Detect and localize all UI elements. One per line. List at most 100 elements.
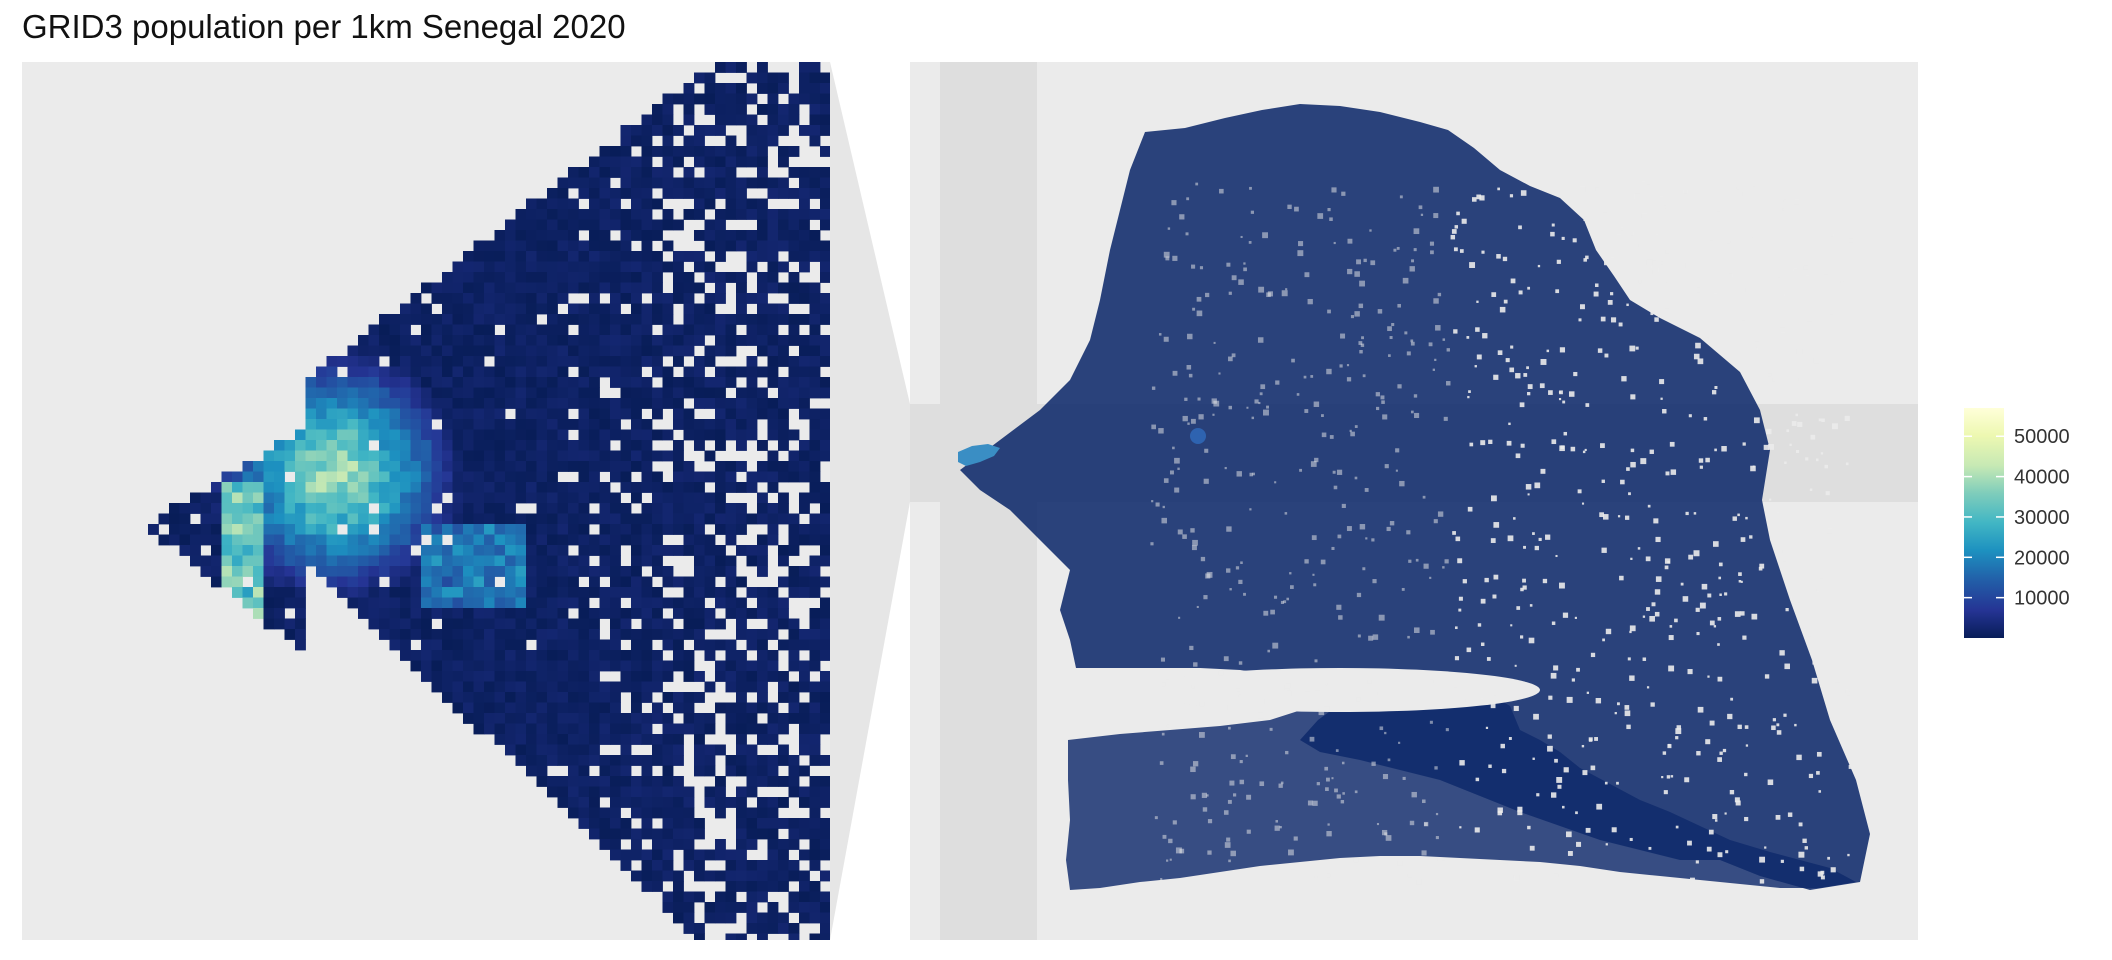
- population-cell: [715, 146, 726, 157]
- speckle-gap: [1444, 559, 1449, 564]
- population-cell: [326, 482, 338, 493]
- speckle-gap: [1783, 713, 1787, 717]
- population-cell: [547, 650, 558, 661]
- population-cell: [820, 524, 830, 535]
- population-cell: [463, 692, 474, 703]
- population-cell: [484, 587, 495, 598]
- population-cell: [767, 513, 779, 525]
- population-cell: [547, 408, 558, 420]
- inset-population-cells: [148, 62, 830, 940]
- speckle-gap: [1780, 550, 1783, 553]
- population-cell: [494, 650, 506, 661]
- population-cell: [295, 587, 306, 598]
- speckle-gap: [1629, 675, 1635, 681]
- speckle-gap: [1304, 409, 1309, 413]
- legend-tick-label: 40000: [2014, 467, 2070, 489]
- population-cell: [589, 681, 600, 693]
- population-cell: [725, 419, 737, 430]
- population-cell: [673, 188, 684, 199]
- speckle-gap: [1517, 806, 1523, 812]
- population-cell: [547, 482, 558, 493]
- population-cell: [263, 492, 275, 504]
- population-cell: [305, 471, 317, 483]
- population-cell: [316, 545, 327, 556]
- population-cell: [662, 366, 674, 378]
- population-cell: [610, 608, 621, 619]
- population-cell: [589, 807, 600, 819]
- speckle-gap: [1523, 373, 1528, 377]
- population-cell: [767, 135, 779, 147]
- speckle-gap: [1662, 409, 1667, 414]
- population-cell: [473, 692, 485, 703]
- population-cell: [484, 282, 495, 294]
- population-cell: [536, 734, 548, 745]
- population-cell: [694, 723, 705, 735]
- population-cell: [568, 209, 579, 220]
- population-cell: [421, 492, 432, 504]
- population-cell: [568, 356, 579, 367]
- speckle-gap: [1696, 287, 1701, 293]
- population-cell: [547, 545, 558, 556]
- population-cell: [715, 597, 726, 609]
- speckle-gap: [1646, 607, 1650, 611]
- population-cell: [767, 629, 779, 640]
- speckle-gap: [1462, 698, 1466, 702]
- speckle-gap: [1270, 609, 1275, 615]
- population-cell: [547, 398, 558, 409]
- population-cell: [568, 240, 579, 252]
- population-cell: [694, 230, 705, 241]
- population-cell: [599, 723, 611, 735]
- population-cell: [683, 282, 695, 294]
- speckle-gap: [1664, 205, 1667, 209]
- population-cell: [725, 797, 737, 808]
- population-cell: [767, 839, 779, 850]
- population-cell: [652, 807, 663, 819]
- speckle-gap: [1356, 259, 1362, 265]
- population-cell: [557, 198, 569, 210]
- population-cell: [809, 744, 821, 756]
- population-cell: [820, 755, 830, 766]
- population-cell: [589, 786, 600, 798]
- population-cell: [221, 482, 233, 493]
- population-cell: [683, 692, 695, 703]
- population-cell: [799, 125, 810, 136]
- speckle-gap: [1177, 467, 1180, 470]
- population-cell: [599, 408, 611, 420]
- population-cell: [631, 450, 642, 462]
- speckle-gap: [1682, 596, 1689, 602]
- speckle-gap: [1655, 234, 1658, 238]
- speckle-gap: [1480, 598, 1486, 604]
- population-cell: [263, 503, 275, 514]
- population-cell: [610, 555, 621, 567]
- speckle-gap: [1406, 351, 1411, 356]
- population-cell: [620, 345, 632, 357]
- population-cell: [809, 891, 821, 903]
- population-cell: [652, 198, 663, 210]
- population-cell: [421, 608, 432, 619]
- population-cell: [431, 324, 443, 336]
- population-cell: [473, 482, 485, 493]
- population-cell: [452, 261, 464, 273]
- population-cell: [505, 524, 516, 535]
- speckle-gap: [1433, 519, 1438, 524]
- speckle-gap: [1454, 225, 1459, 229]
- speckle-gap: [1802, 838, 1807, 843]
- population-cell: [641, 629, 653, 640]
- population-cell: [652, 114, 663, 126]
- population-cell: [694, 72, 705, 84]
- speckle-gap: [1717, 757, 1722, 762]
- population-cell: [326, 366, 338, 378]
- population-cell: [631, 828, 642, 840]
- population-cell: [725, 576, 737, 588]
- speckle-gap: [1224, 466, 1227, 470]
- population-cell: [557, 314, 569, 325]
- population-cell: [673, 870, 684, 882]
- speckle-gap: [1536, 793, 1540, 797]
- population-cell: [473, 377, 485, 388]
- population-cell: [662, 660, 674, 672]
- speckle-gap: [1620, 479, 1625, 485]
- speckle-gap: [1423, 563, 1429, 569]
- speckle-gap: [1724, 812, 1727, 815]
- population-cell: [484, 576, 495, 588]
- population-cell: [767, 419, 779, 430]
